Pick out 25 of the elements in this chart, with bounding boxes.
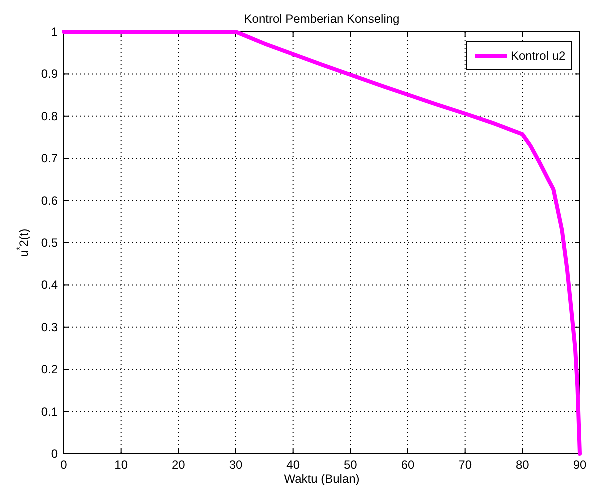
- x-tick-label: 90: [573, 458, 587, 472]
- y-tick-label: 1: [51, 25, 58, 39]
- x-tick-label: 50: [344, 458, 358, 472]
- x-axis-title: Waktu (Bulan): [284, 472, 360, 486]
- x-tick-label: 0: [60, 458, 68, 472]
- y-tick-label: 0.4: [41, 278, 58, 292]
- x-tick-label: 10: [114, 458, 128, 472]
- chart-title: Kontrol Pemberian Konseling: [244, 12, 400, 26]
- y-tick-label: 0.2: [41, 362, 58, 377]
- x-tick-label: 60: [401, 458, 415, 472]
- x-tick-label: 70: [458, 458, 472, 472]
- x-tick-label: 20: [172, 458, 186, 472]
- y-tick-label: 0.7: [41, 152, 58, 166]
- x-tick-label: 30: [229, 458, 243, 472]
- y-tick-label: 0.3: [41, 320, 58, 334]
- y-tick-label: 0.5: [41, 236, 58, 250]
- line-series: [62, 30, 582, 456]
- y-tick-label: 0.8: [41, 109, 58, 124]
- y-tick-label: 0.9: [41, 67, 58, 82]
- y-tick-label: 0.6: [41, 194, 58, 208]
- legend-label: Kontrol u2: [511, 49, 566, 63]
- y-tick-label: 0: [51, 447, 58, 461]
- y-tick-label: 0.1: [41, 404, 58, 419]
- x-tick-label: 40: [286, 458, 300, 472]
- x-tick-label: 80: [516, 458, 530, 472]
